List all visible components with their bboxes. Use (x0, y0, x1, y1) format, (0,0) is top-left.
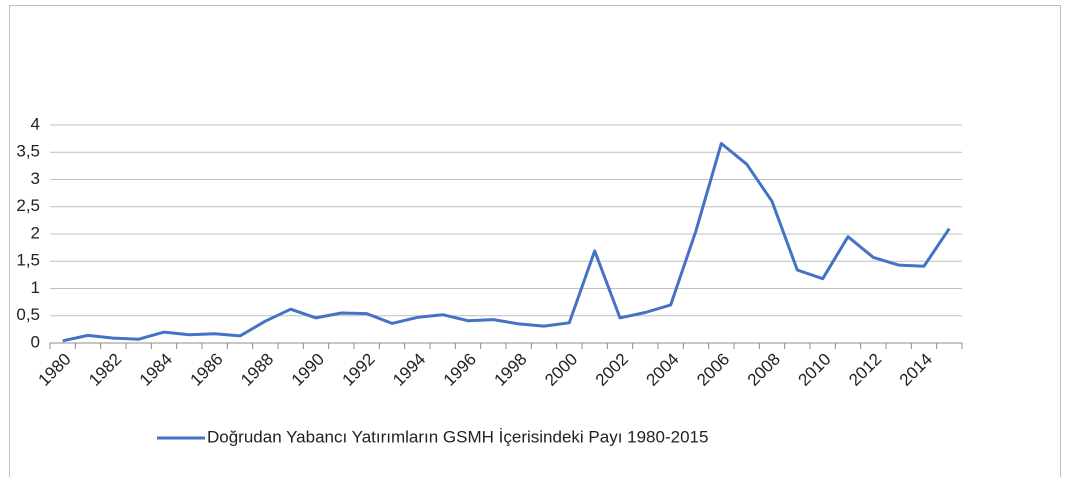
x-tick-label: 2010 (794, 350, 834, 390)
x-tick-label: 1998 (490, 350, 530, 390)
x-tick-label: 1984 (136, 350, 176, 390)
y-tick-label: 1 (31, 278, 40, 297)
y-tick-label: 1,5 (16, 251, 40, 270)
x-tick-label: 2006 (693, 350, 733, 390)
x-tick-label: 2004 (642, 350, 682, 390)
legend-label: Doğrudan Yabancı Yatırımların GSMH İçeri… (207, 427, 708, 446)
y-tick-label: 3,5 (16, 142, 40, 161)
x-tick-label: 1990 (288, 350, 328, 390)
x-tick-label: 2012 (845, 350, 885, 390)
data-line (62, 142, 951, 343)
y-tick-label: 3 (31, 169, 40, 188)
y-tick-label: 0 (31, 332, 40, 351)
x-tick-label: 2014 (896, 350, 936, 390)
x-tick-label: 2008 (744, 350, 784, 390)
y-tick-label: 4 (31, 114, 40, 133)
x-tick-label: 1986 (186, 350, 226, 390)
x-tick-label: 1988 (237, 350, 277, 390)
x-tick-label: 1996 (440, 350, 480, 390)
x-tick-label: 1994 (389, 350, 429, 390)
x-tick-label: 2002 (592, 350, 632, 390)
y-tick-label: 2 (31, 223, 40, 242)
y-tick-label: 2,5 (16, 196, 40, 215)
y-tick-label: 0,5 (16, 305, 40, 324)
chart-frame (9, 5, 1061, 477)
x-tick-label: 1982 (85, 350, 125, 390)
x-tick-label: 2000 (541, 350, 581, 390)
x-tick-label: 1992 (338, 350, 378, 390)
x-tick-label: 1980 (34, 350, 74, 390)
